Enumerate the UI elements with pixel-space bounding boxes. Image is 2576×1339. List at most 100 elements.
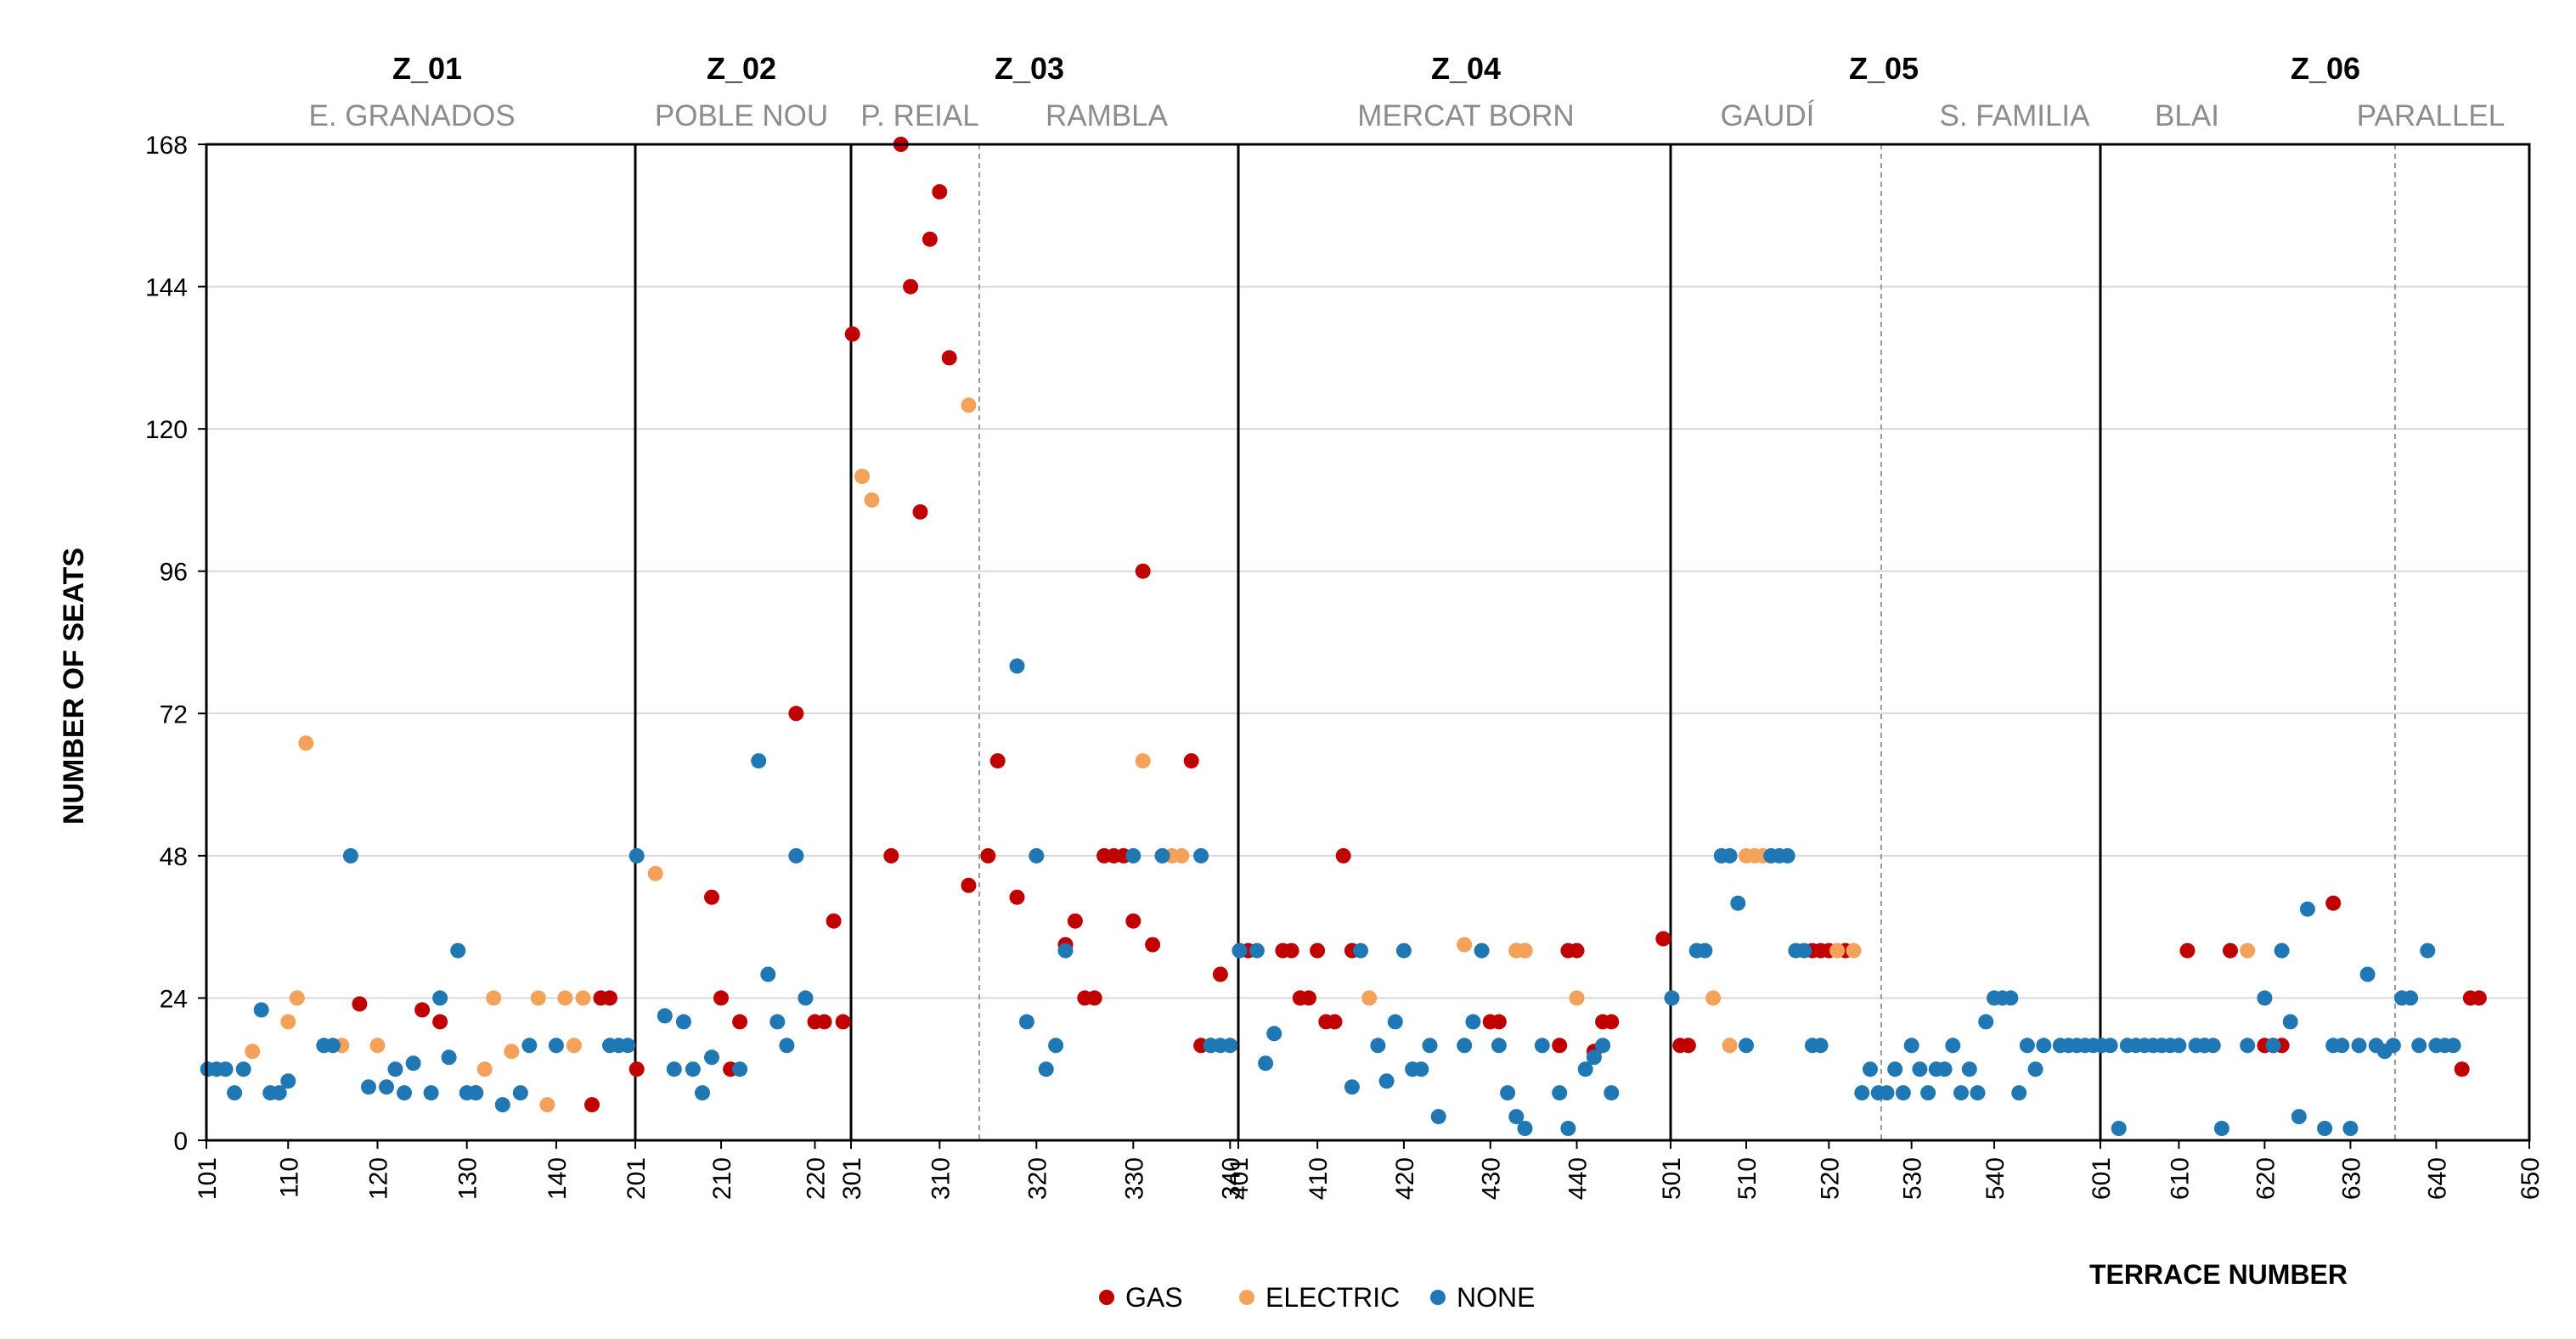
x-tick-label: 520: [1816, 1157, 1844, 1200]
point-none: [1604, 1085, 1620, 1101]
point-none: [2003, 990, 2019, 1006]
point-electric: [1135, 753, 1151, 769]
point-none: [1779, 847, 1795, 864]
data-points: [200, 137, 2487, 1136]
point-none: [2299, 901, 2315, 917]
point-electric: [298, 735, 314, 751]
point-gas: [352, 996, 368, 1012]
point-none: [432, 990, 448, 1006]
point-gas: [1145, 937, 1161, 953]
point-none: [1978, 1014, 1994, 1030]
point-gas: [2223, 942, 2238, 959]
point-none: [1222, 1038, 1238, 1054]
x-tick-label: 530: [1899, 1157, 1927, 1200]
point-none: [512, 1085, 528, 1101]
point-gas: [903, 278, 919, 295]
point-gas: [912, 504, 928, 520]
point-none: [1953, 1085, 1969, 1101]
point-none: [227, 1085, 243, 1101]
point-gas: [826, 913, 842, 929]
point-electric: [864, 492, 880, 508]
zone-name: Z_01: [392, 51, 462, 86]
point-gas: [1283, 942, 1299, 959]
point-none: [2342, 1121, 2359, 1136]
point-none: [2027, 1061, 2043, 1077]
point-none: [788, 847, 804, 864]
point-none: [1258, 1055, 1274, 1072]
point-electric: [575, 990, 591, 1006]
point-none: [751, 753, 767, 769]
point-none: [1048, 1038, 1064, 1054]
point-none: [379, 1079, 394, 1095]
point-none: [1378, 1073, 1395, 1089]
point-none: [1517, 1121, 1533, 1136]
x-tick-label: 110: [275, 1157, 303, 1198]
point-gas: [844, 326, 860, 342]
point-none: [1945, 1038, 1961, 1054]
point-none: [1664, 990, 1680, 1006]
x-tick-label: 620: [2252, 1157, 2280, 1200]
point-none: [2102, 1038, 2118, 1054]
point-gas: [2325, 895, 2342, 911]
point-electric: [530, 990, 546, 1006]
zone-name: Z_05: [1849, 51, 1919, 86]
y-tick-label: 96: [160, 559, 188, 587]
point-none: [2274, 942, 2290, 959]
point-electric: [1846, 942, 1862, 959]
point-electric: [854, 469, 871, 484]
y-tick-label: 0: [173, 1128, 188, 1156]
x-tick-label: 410: [1305, 1157, 1333, 1200]
point-none: [1009, 658, 1025, 674]
point-none: [1249, 942, 1265, 959]
point-none: [1029, 847, 1045, 864]
point-none: [1895, 1085, 1911, 1101]
point-none: [450, 942, 466, 959]
x-tick-label: 640: [2423, 1157, 2451, 1200]
point-none: [217, 1061, 234, 1077]
point-none: [732, 1061, 748, 1077]
point-none: [1395, 942, 1412, 959]
x-axis-title: TERRACE NUMBER: [2089, 1259, 2348, 1290]
point-none: [494, 1097, 510, 1113]
neighborhood-label: BLAI: [2155, 99, 2219, 132]
point-electric: [1361, 990, 1378, 1006]
point-none: [1534, 1038, 1550, 1054]
point-none: [1422, 1038, 1438, 1054]
point-none: [1936, 1061, 1953, 1077]
point-electric: [1174, 847, 1190, 864]
point-none: [1508, 1109, 1525, 1125]
point-none: [628, 847, 645, 864]
point-none: [1722, 847, 1738, 864]
point-none: [685, 1061, 701, 1077]
point-none: [1154, 847, 1170, 864]
point-gas: [704, 889, 719, 905]
plot-frame: [205, 143, 2531, 1142]
point-none: [387, 1061, 403, 1077]
point-none: [798, 990, 814, 1006]
legend-label-electric: ELECTRIC: [1265, 1282, 1400, 1313]
zone-name: Z_03: [995, 51, 1064, 86]
legend-marker-none: [1430, 1290, 1446, 1305]
point-none: [657, 1008, 673, 1024]
point-electric: [476, 1061, 493, 1077]
point-none: [1500, 1085, 1516, 1101]
point-none: [1912, 1061, 1928, 1077]
point-none: [468, 1085, 484, 1101]
gridlines: [206, 143, 2529, 999]
neighborhood-label: POBLE NOU: [655, 99, 828, 132]
point-none: [2420, 942, 2436, 959]
axes: 0 24 48 72 96 120 144 168 101 110 120 130 140 201 210 2…: [145, 132, 2545, 1200]
point-none: [1266, 1026, 1282, 1042]
point-gas: [602, 990, 617, 1006]
point-none: [1879, 1085, 1895, 1101]
point-none: [1193, 847, 1209, 864]
point-none: [423, 1085, 439, 1101]
point-none: [1854, 1085, 1870, 1101]
point-gas: [816, 1014, 832, 1030]
point-none: [1387, 1014, 1403, 1030]
neighborhood-label: MERCAT BORN: [1357, 99, 1574, 132]
point-none: [675, 1014, 691, 1030]
neighborhood-label: S. FAMILIA: [1940, 99, 2091, 132]
point-gas: [932, 183, 948, 200]
y-axis-title: NUMBER OF SEATS: [58, 548, 90, 824]
